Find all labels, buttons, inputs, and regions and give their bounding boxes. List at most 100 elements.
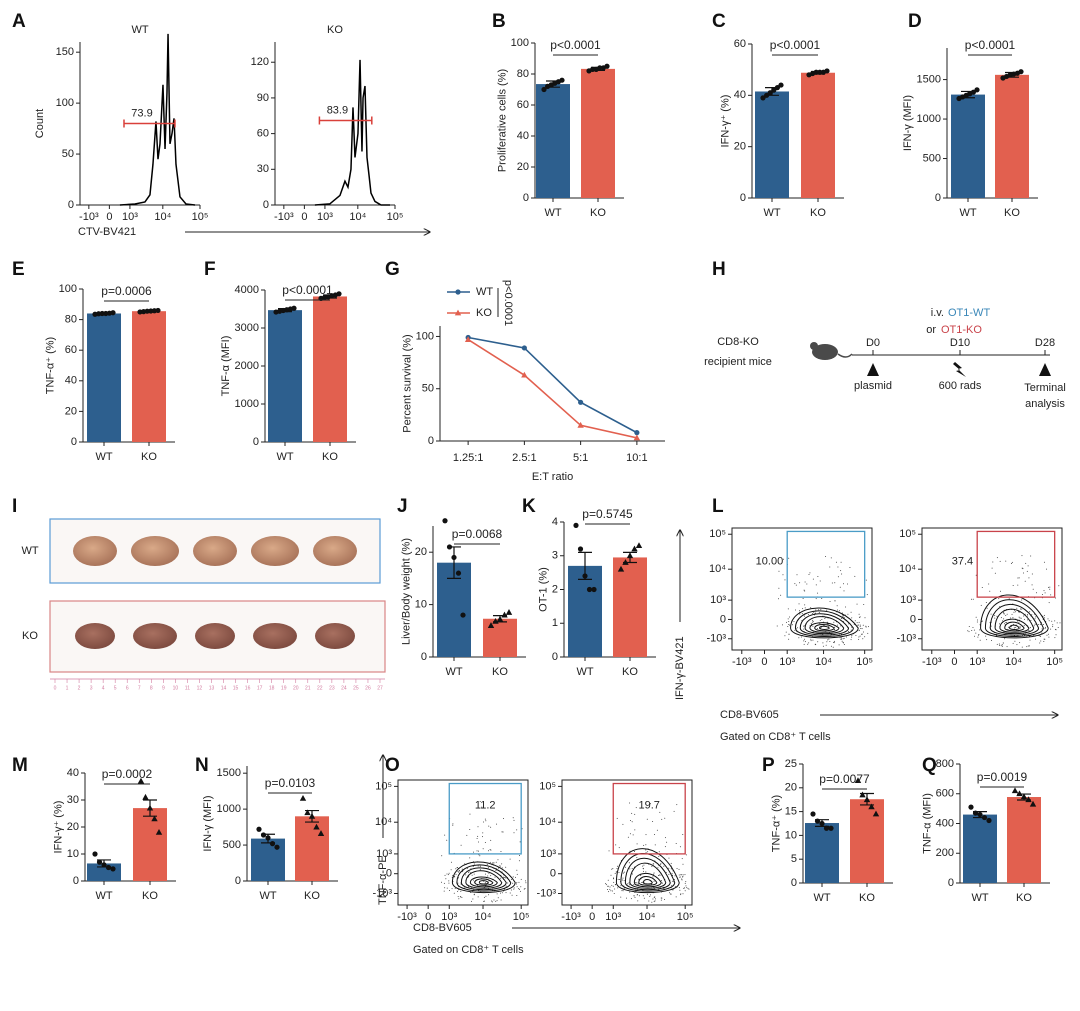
data-point bbox=[110, 866, 116, 872]
y-tick-label: 0 bbox=[910, 613, 916, 625]
event-dot bbox=[1018, 611, 1020, 613]
event-dot bbox=[678, 887, 680, 889]
event-dot bbox=[631, 821, 633, 823]
contour bbox=[642, 878, 653, 885]
event-dot bbox=[1021, 608, 1023, 610]
data-point bbox=[455, 570, 462, 576]
event-dot bbox=[450, 869, 452, 871]
y-tick-label: 20 bbox=[785, 782, 797, 794]
event-dot bbox=[862, 638, 864, 640]
x-tick-label: 5:1 bbox=[573, 452, 588, 464]
event-dot bbox=[1030, 555, 1032, 557]
histogram bbox=[314, 59, 390, 206]
event-dot bbox=[629, 884, 631, 886]
event-dot bbox=[1046, 568, 1048, 570]
event-dot bbox=[516, 829, 518, 831]
event-dot bbox=[666, 841, 668, 843]
event-dot bbox=[469, 857, 471, 859]
event-dot bbox=[500, 899, 502, 901]
event-dot bbox=[1012, 585, 1014, 587]
event-dot bbox=[810, 640, 812, 642]
y-tick-label: 10⁵ bbox=[375, 780, 392, 792]
x-tick-label: WT bbox=[544, 207, 561, 219]
x-tick-label: KO bbox=[142, 890, 158, 902]
y-tick-label: 0 bbox=[791, 877, 797, 889]
event-dot bbox=[471, 874, 473, 876]
event-dot bbox=[1054, 620, 1056, 622]
event-dot bbox=[680, 874, 682, 876]
event-dot bbox=[817, 592, 819, 594]
error-bar bbox=[261, 833, 275, 844]
event-dot bbox=[658, 874, 660, 876]
event-dot bbox=[484, 900, 486, 902]
y-tick-label: 10³ bbox=[710, 594, 726, 606]
event-dot bbox=[976, 619, 978, 621]
contour bbox=[474, 878, 494, 886]
route-label: i.v. bbox=[931, 307, 944, 319]
event-dot bbox=[968, 625, 970, 627]
event-dot bbox=[815, 644, 817, 646]
event-dot bbox=[448, 890, 450, 892]
event-dot bbox=[605, 884, 607, 886]
event-dot bbox=[659, 811, 661, 813]
event-dot bbox=[495, 869, 497, 871]
y-tick-label: 4 bbox=[552, 516, 558, 528]
event-dot bbox=[679, 876, 681, 878]
event-dot bbox=[629, 820, 631, 822]
event-dot bbox=[484, 882, 486, 884]
event-dot bbox=[830, 557, 832, 559]
event-dot bbox=[843, 590, 845, 592]
event-dot bbox=[824, 618, 826, 620]
event-dot bbox=[491, 901, 493, 903]
event-dot bbox=[1022, 572, 1024, 574]
bar bbox=[850, 799, 884, 883]
x-tick-label: 10⁵ bbox=[677, 911, 694, 923]
y-tick-label: 100 bbox=[511, 37, 529, 49]
photo: I WT KO 0 1 2 3 4 5 6 7 8 9 10 11 12 13 14 15 16 17 18 19 20… bbox=[12, 496, 386, 691]
event-dot bbox=[1035, 638, 1037, 640]
event-dot bbox=[850, 639, 852, 641]
ruler-label: 27 bbox=[377, 685, 383, 691]
ruler-label: 25 bbox=[353, 685, 359, 691]
event-dot bbox=[516, 873, 518, 875]
event-dot bbox=[674, 875, 676, 877]
event-dot bbox=[782, 574, 784, 576]
y-tick-label: 2000 bbox=[235, 360, 259, 372]
event-dot bbox=[504, 876, 506, 878]
event-dot bbox=[658, 851, 660, 853]
contour bbox=[799, 613, 850, 636]
bar bbox=[581, 68, 615, 198]
event-dot bbox=[792, 624, 794, 626]
contour bbox=[615, 848, 680, 894]
event-dot bbox=[505, 885, 507, 887]
event-dot bbox=[495, 900, 497, 902]
x-tick-label: -10³ bbox=[79, 211, 99, 223]
event-dot bbox=[681, 858, 683, 860]
event-dot bbox=[833, 621, 835, 623]
event-dot bbox=[514, 876, 516, 878]
x-tick-label: WT bbox=[95, 890, 112, 902]
recipient-label: CD8-KO bbox=[717, 336, 759, 348]
ruler-label: 15 bbox=[233, 685, 239, 691]
event-dot bbox=[492, 862, 494, 864]
event-dot bbox=[502, 831, 504, 833]
event-dot bbox=[502, 818, 504, 820]
event-dot bbox=[1044, 592, 1046, 594]
event-dot bbox=[448, 880, 450, 882]
x-tick-label: WT bbox=[259, 890, 276, 902]
event-dot bbox=[1031, 614, 1033, 616]
data-point bbox=[464, 336, 472, 342]
event-dot bbox=[640, 874, 642, 876]
event-dot bbox=[457, 896, 459, 898]
event-dot bbox=[681, 878, 683, 880]
event-dot bbox=[609, 886, 611, 888]
row-label: KO bbox=[22, 630, 38, 642]
event-dot bbox=[652, 863, 654, 865]
x-tick-label: 10⁵ bbox=[856, 656, 873, 668]
y-axis-label: TNF-α (MFI) bbox=[220, 336, 232, 397]
event-dot bbox=[623, 871, 625, 873]
event-dot bbox=[829, 566, 831, 568]
y-tick-label: 1000 bbox=[217, 803, 241, 815]
event-dot bbox=[509, 858, 511, 860]
